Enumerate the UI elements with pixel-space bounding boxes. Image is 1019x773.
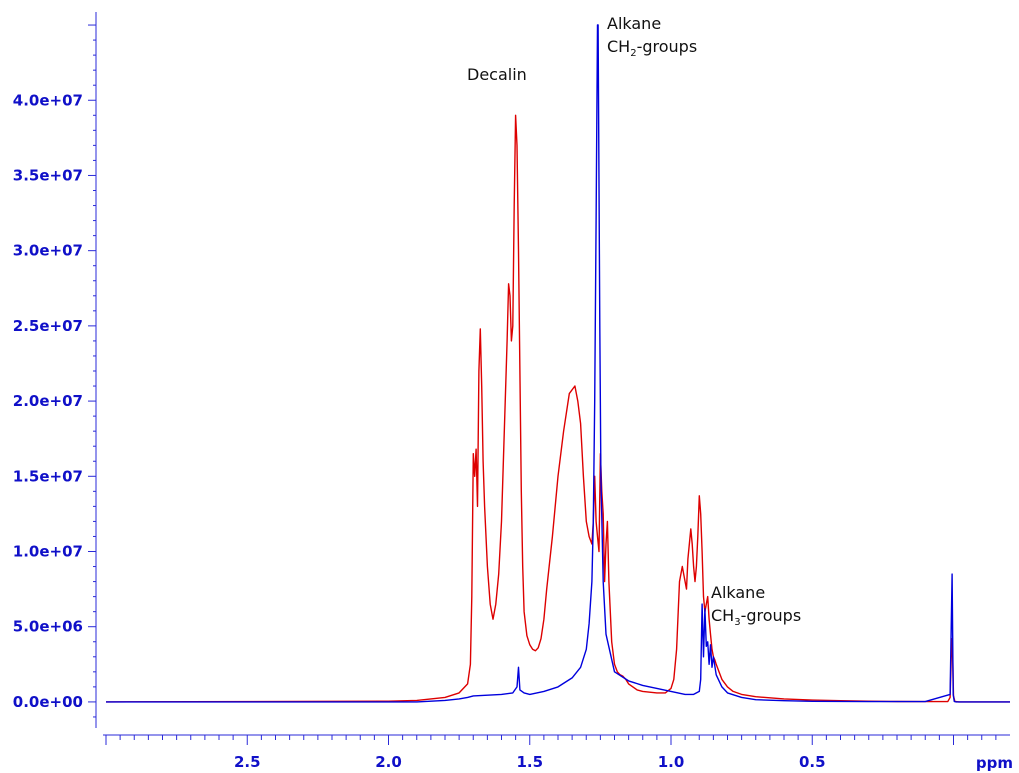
annotation-alkane-ch2: Alkane CH2-groups (607, 14, 697, 59)
x-tick-label: 1.0 (658, 753, 685, 771)
annotation-ch2-suffix: -groups (637, 37, 698, 56)
annotation-ch2-line2: CH (607, 37, 630, 56)
series-line-red (105, 114, 1010, 703)
x-axis-label: ppm (976, 754, 1013, 772)
annotation-ch3-suffix: -groups (741, 606, 802, 625)
series-line-blue (106, 24, 1010, 703)
annotation-ch2-line1: Alkane (607, 14, 661, 33)
y-tick-label: 3.0e+07 (13, 242, 83, 260)
spectrum-lines (105, 24, 1010, 703)
axes: 0.0e+00 5.0e+06 1.0e+07 1.5e+07 2.0e+07 2.5e+… (13, 12, 1013, 772)
annotations: Decalin Alkane CH2-groups Alkane CH3-gro… (467, 14, 801, 628)
y-tick-label: 4.0e+07 (13, 91, 83, 109)
y-tick-label: 2.0e+07 (13, 392, 83, 410)
x-tick-label: 2.0 (375, 753, 402, 771)
annotation-alkane-ch3: Alkane CH3-groups (711, 583, 801, 628)
annotation-ch3-subscript: 3 (734, 617, 740, 628)
y-tick-label: 1.5e+07 (13, 467, 83, 485)
x-tick-label: 1.5 (516, 753, 543, 771)
y-tick-label: 3.5e+07 (13, 166, 83, 184)
annotation-decalin: Decalin (467, 65, 527, 84)
y-tick-label: 5.0e+06 (13, 618, 83, 636)
annotation-ch3-line2: CH (711, 606, 734, 625)
x-tick-label: 2.5 (234, 753, 261, 771)
x-tick-label: 0.5 (799, 753, 826, 771)
y-tick-label: 1.0e+07 (13, 543, 83, 561)
annotation-ch2-subscript: 2 (630, 48, 636, 59)
annotation-ch3-line1: Alkane (711, 583, 765, 602)
y-tick-label: 2.5e+07 (13, 317, 83, 335)
y-tick-label: 0.0e+00 (13, 693, 83, 711)
